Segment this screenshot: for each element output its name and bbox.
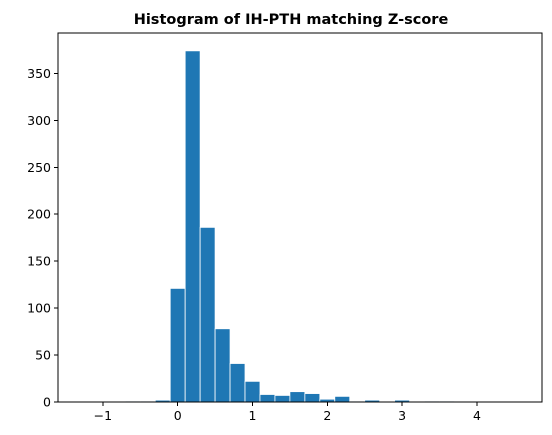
histogram-bar	[334, 395, 351, 403]
histogram-bar	[304, 393, 321, 403]
x-axis-ticks: −1 0 1 2 3 4	[94, 402, 481, 423]
histogram-bar	[214, 328, 231, 403]
histogram-bar	[259, 394, 276, 403]
y-tick-label: 150	[27, 254, 51, 269]
y-tick-label: 350	[27, 66, 51, 81]
x-tick-label: 3	[398, 408, 406, 423]
histogram-bar	[169, 287, 186, 403]
y-tick-label: 250	[27, 160, 51, 175]
y-tick-label: 300	[27, 113, 51, 128]
x-tick-label: 4	[473, 408, 481, 423]
histogram-bar	[289, 391, 306, 403]
histogram-bar	[244, 380, 261, 403]
x-tick-label: 2	[323, 408, 331, 423]
histogram-bar	[274, 395, 291, 403]
x-tick-label: 1	[249, 408, 257, 423]
y-tick-label: 50	[35, 348, 51, 363]
plot-frame	[57, 32, 543, 403]
histogram-bar	[184, 50, 201, 403]
x-tick-label: −1	[94, 408, 112, 423]
histogram-bar	[229, 363, 246, 403]
y-tick-label: 200	[27, 207, 51, 222]
histogram-bar	[199, 226, 216, 403]
y-tick-label: 100	[27, 301, 51, 316]
y-axis-ticks: 0 50 100 150 200 250 300 350	[27, 66, 58, 410]
y-tick-label: 0	[43, 395, 51, 410]
x-tick-label: 0	[174, 408, 182, 423]
chart-title: Histogram of IH-PTH matching Z-score	[134, 12, 449, 28]
bars-group	[124, 50, 455, 403]
